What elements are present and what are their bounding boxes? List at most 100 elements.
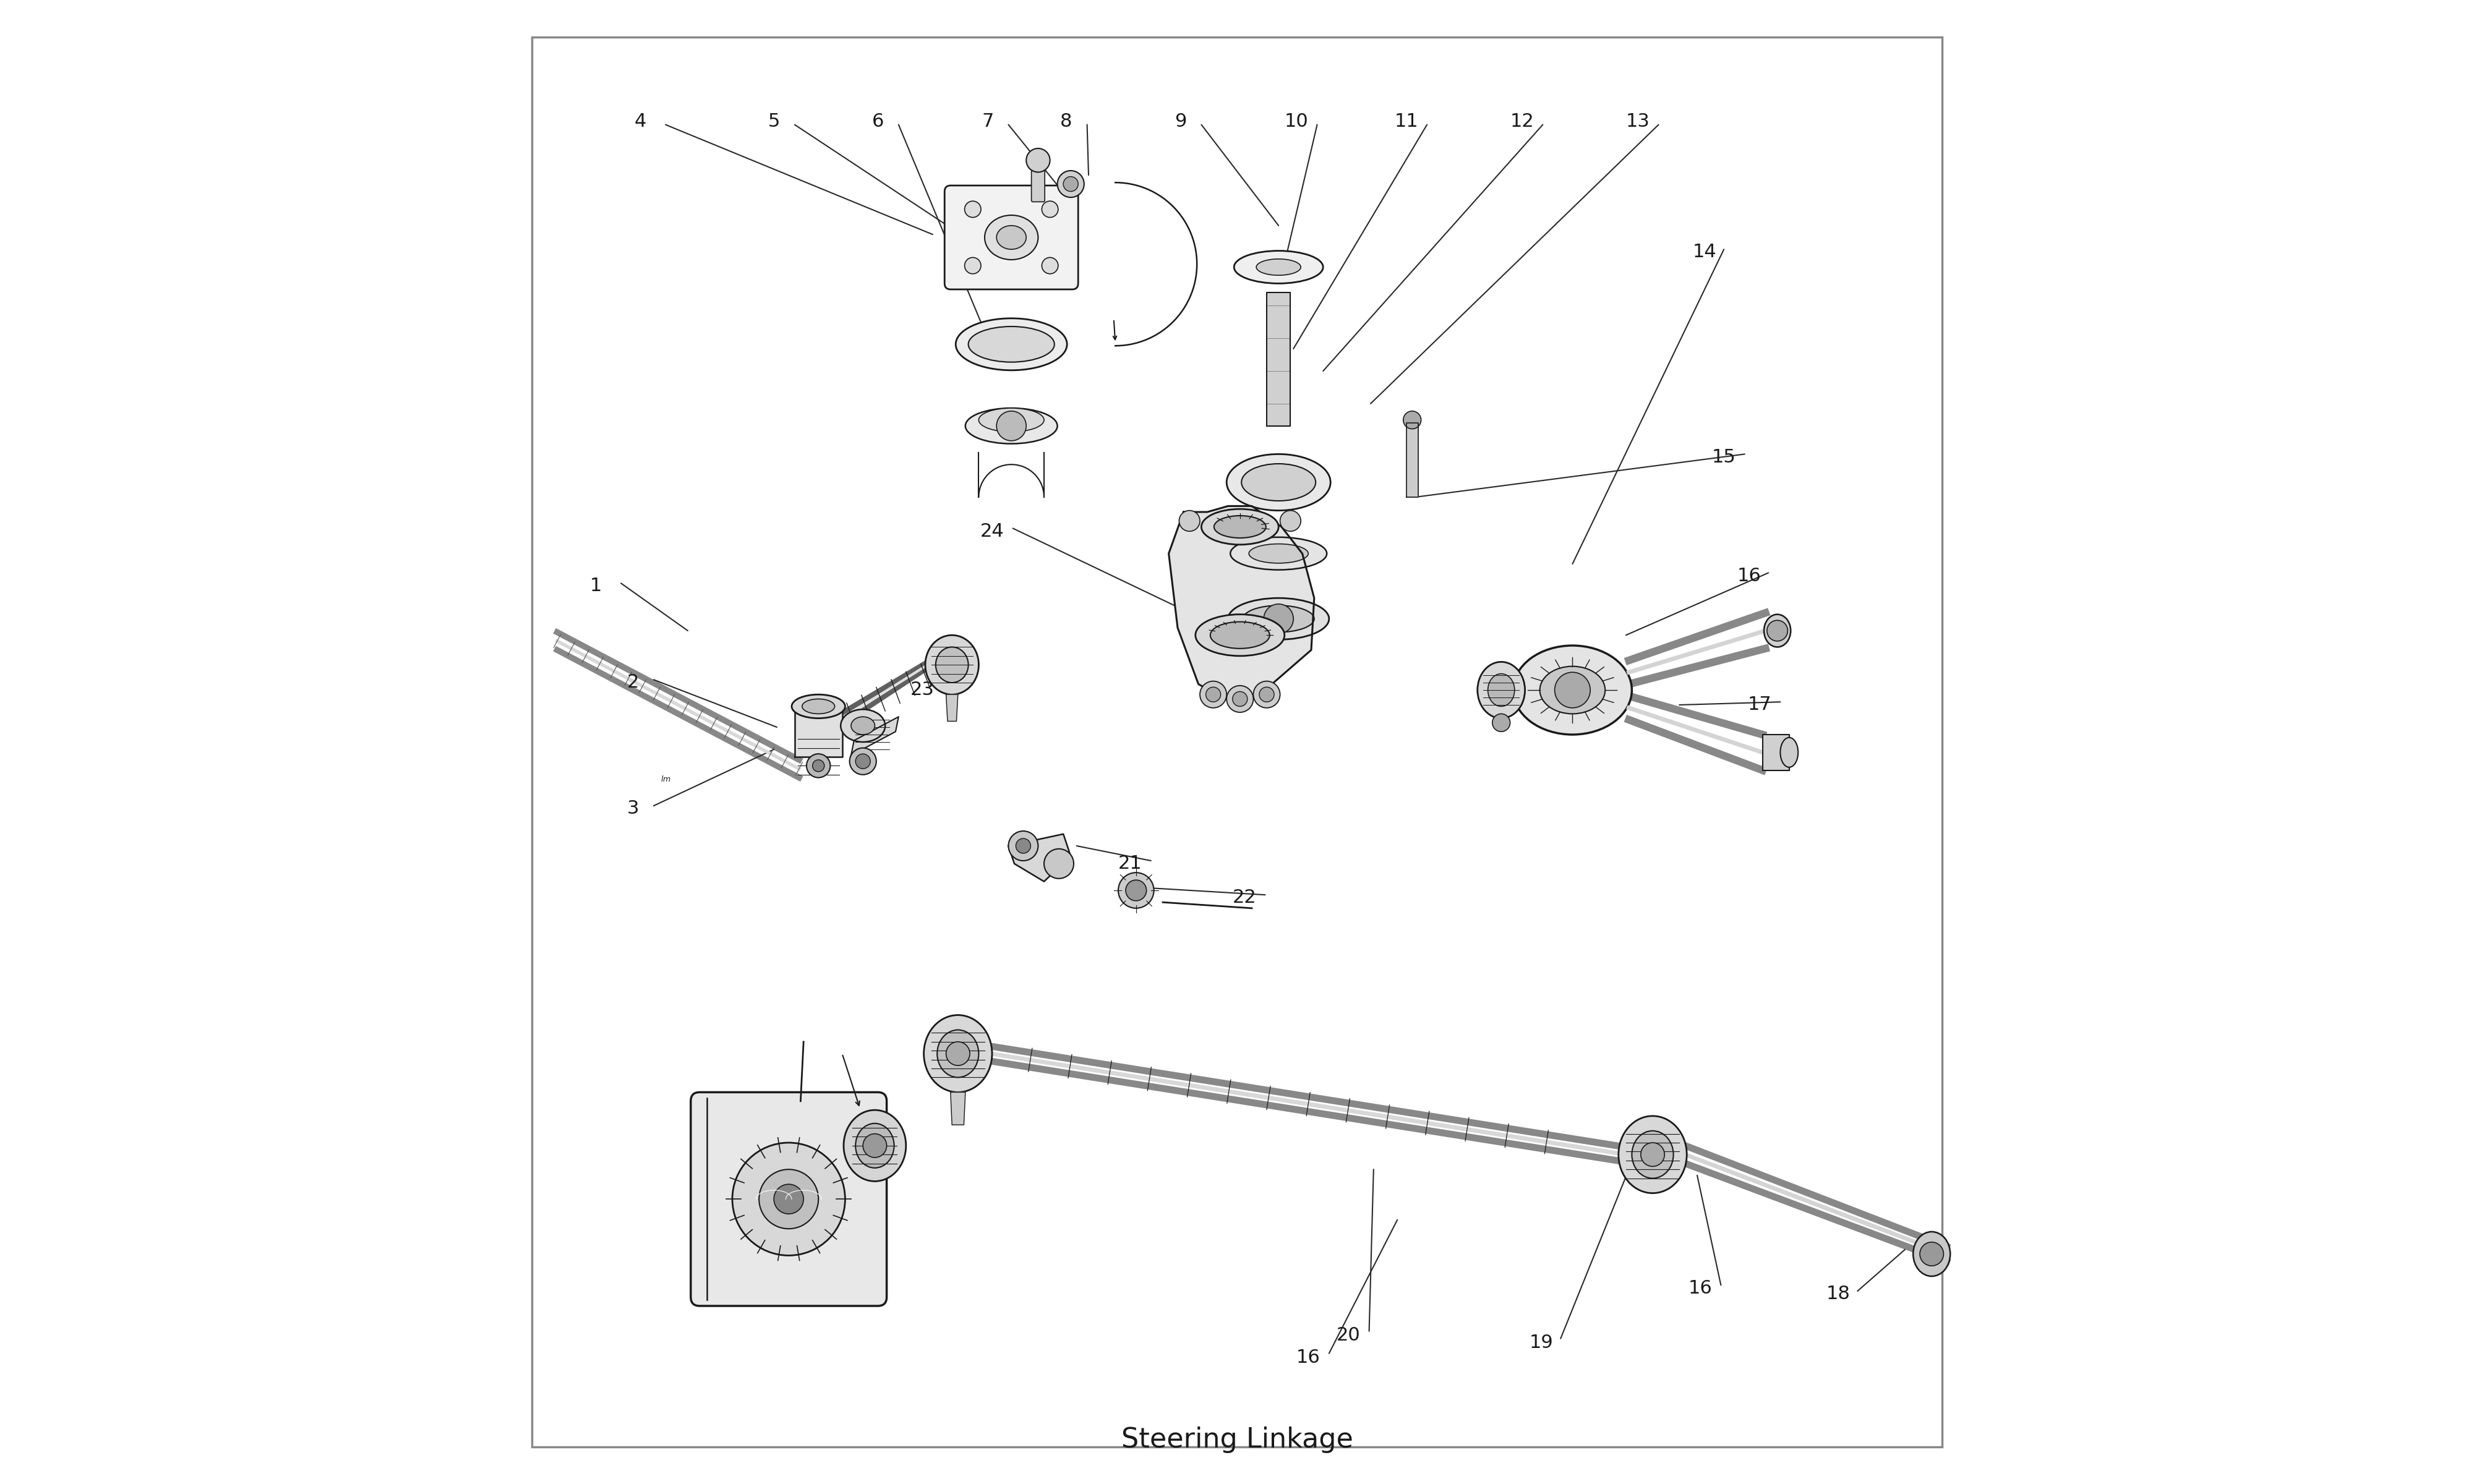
Text: 10: 10 xyxy=(1284,113,1309,131)
Circle shape xyxy=(1044,849,1074,879)
Text: 21: 21 xyxy=(1118,855,1143,873)
Ellipse shape xyxy=(851,717,876,735)
Text: 22: 22 xyxy=(1232,889,1257,907)
Text: 12: 12 xyxy=(1509,113,1534,131)
Ellipse shape xyxy=(1202,509,1279,545)
Circle shape xyxy=(965,258,980,273)
Circle shape xyxy=(774,1184,804,1214)
Ellipse shape xyxy=(938,1030,980,1077)
Polygon shape xyxy=(851,717,898,755)
FancyBboxPatch shape xyxy=(945,186,1079,289)
Ellipse shape xyxy=(1249,545,1309,564)
Polygon shape xyxy=(794,709,841,757)
Ellipse shape xyxy=(965,408,1056,444)
Circle shape xyxy=(997,411,1027,441)
Text: 15: 15 xyxy=(1712,448,1737,466)
Ellipse shape xyxy=(844,1110,905,1181)
Circle shape xyxy=(1042,258,1059,273)
Circle shape xyxy=(1766,620,1789,641)
Ellipse shape xyxy=(802,699,834,714)
Text: 13: 13 xyxy=(1625,113,1650,131)
Text: 20: 20 xyxy=(1336,1327,1361,1345)
Polygon shape xyxy=(1009,834,1071,881)
Text: 16: 16 xyxy=(1296,1349,1321,1367)
Circle shape xyxy=(807,754,831,778)
Circle shape xyxy=(1200,681,1227,708)
Circle shape xyxy=(1492,714,1509,732)
Ellipse shape xyxy=(1487,674,1514,706)
Ellipse shape xyxy=(1230,537,1326,570)
Circle shape xyxy=(1009,831,1039,861)
Circle shape xyxy=(1403,411,1420,429)
Ellipse shape xyxy=(935,647,967,683)
Ellipse shape xyxy=(955,318,1066,370)
Ellipse shape xyxy=(1514,646,1633,735)
Circle shape xyxy=(1279,510,1301,531)
Circle shape xyxy=(1227,686,1254,712)
Ellipse shape xyxy=(967,326,1054,362)
Ellipse shape xyxy=(1215,515,1267,537)
Text: 14: 14 xyxy=(1692,243,1717,261)
Ellipse shape xyxy=(923,1015,992,1092)
Polygon shape xyxy=(1267,292,1291,426)
Ellipse shape xyxy=(1242,463,1316,502)
Polygon shape xyxy=(1405,423,1418,497)
Ellipse shape xyxy=(792,695,846,718)
Text: 16: 16 xyxy=(1687,1279,1712,1297)
Ellipse shape xyxy=(1633,1131,1672,1178)
Text: 19: 19 xyxy=(1529,1334,1554,1352)
Circle shape xyxy=(856,754,871,769)
Circle shape xyxy=(1126,880,1145,901)
Text: 1: 1 xyxy=(589,577,601,595)
Ellipse shape xyxy=(1539,666,1606,714)
Circle shape xyxy=(1118,873,1153,908)
Polygon shape xyxy=(950,1092,965,1125)
Circle shape xyxy=(811,760,824,772)
Text: 5: 5 xyxy=(767,113,779,131)
Ellipse shape xyxy=(1618,1116,1687,1193)
Text: 16: 16 xyxy=(1737,567,1761,585)
Circle shape xyxy=(1640,1143,1665,1166)
Ellipse shape xyxy=(980,408,1044,432)
Text: 8: 8 xyxy=(1061,113,1071,131)
Text: 18: 18 xyxy=(1826,1285,1851,1303)
Ellipse shape xyxy=(985,215,1039,260)
Ellipse shape xyxy=(1912,1232,1950,1276)
Circle shape xyxy=(863,1134,886,1158)
Circle shape xyxy=(760,1169,819,1229)
Polygon shape xyxy=(1761,735,1789,770)
Circle shape xyxy=(1205,687,1220,702)
Ellipse shape xyxy=(1257,258,1301,276)
Circle shape xyxy=(1064,177,1079,191)
Circle shape xyxy=(1180,510,1200,531)
Circle shape xyxy=(1554,672,1591,708)
Ellipse shape xyxy=(1227,454,1331,510)
Ellipse shape xyxy=(1235,251,1324,283)
Text: 24: 24 xyxy=(980,522,1004,540)
Circle shape xyxy=(1017,838,1032,853)
Circle shape xyxy=(965,202,980,218)
Ellipse shape xyxy=(841,709,886,742)
Text: $\it{lm}$: $\it{lm}$ xyxy=(661,775,670,784)
Text: 11: 11 xyxy=(1395,113,1418,131)
Circle shape xyxy=(1259,687,1274,702)
Ellipse shape xyxy=(1764,614,1791,647)
Circle shape xyxy=(945,1042,970,1066)
Polygon shape xyxy=(1168,506,1314,699)
Text: 6: 6 xyxy=(871,113,883,131)
Text: 2: 2 xyxy=(626,674,638,692)
Text: 17: 17 xyxy=(1747,696,1771,714)
Circle shape xyxy=(1264,604,1294,634)
FancyBboxPatch shape xyxy=(690,1092,886,1306)
Ellipse shape xyxy=(1210,622,1269,649)
Circle shape xyxy=(1232,692,1247,706)
Circle shape xyxy=(1042,202,1059,218)
Ellipse shape xyxy=(856,1123,893,1168)
Circle shape xyxy=(1056,171,1084,197)
Text: 9: 9 xyxy=(1175,113,1188,131)
Ellipse shape xyxy=(1477,662,1524,718)
Ellipse shape xyxy=(997,226,1027,249)
Text: Steering Linkage: Steering Linkage xyxy=(1121,1426,1353,1453)
Ellipse shape xyxy=(1242,605,1314,632)
Text: 4: 4 xyxy=(633,113,646,131)
